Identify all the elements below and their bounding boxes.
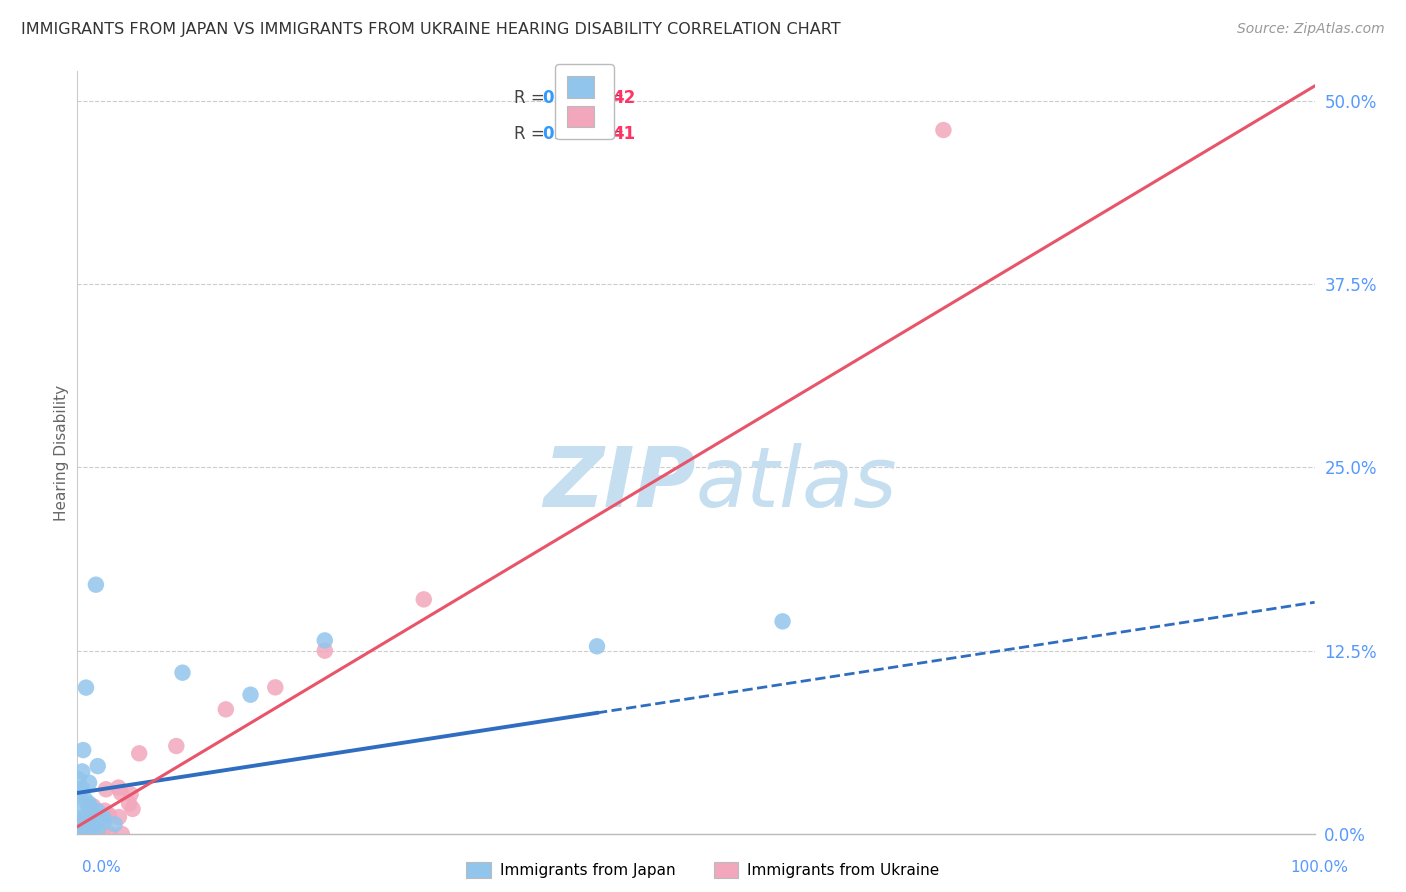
Point xyxy=(73,819,96,833)
Point xyxy=(72,823,94,838)
Point xyxy=(77,797,100,811)
Point xyxy=(70,818,93,832)
Point xyxy=(67,814,90,829)
Point xyxy=(79,822,101,837)
Point xyxy=(75,822,97,837)
Point xyxy=(97,808,120,822)
Point xyxy=(94,782,117,797)
Point xyxy=(75,681,97,695)
Point xyxy=(72,826,94,840)
Point xyxy=(80,810,103,824)
Point xyxy=(70,764,93,779)
Point xyxy=(111,827,134,841)
Point xyxy=(104,817,127,831)
Y-axis label: Hearing Disability: Hearing Disability xyxy=(53,384,69,521)
Point xyxy=(314,643,336,657)
Point xyxy=(77,800,100,814)
Text: ZIP: ZIP xyxy=(543,442,696,524)
Point xyxy=(772,615,794,629)
Point xyxy=(67,827,90,841)
Point xyxy=(70,820,93,834)
Point xyxy=(72,827,94,841)
Point xyxy=(75,814,97,828)
Point xyxy=(314,633,336,648)
Text: 100.0%: 100.0% xyxy=(1289,861,1348,875)
Point xyxy=(67,826,90,840)
Point xyxy=(87,804,110,818)
Point xyxy=(165,739,187,753)
Point xyxy=(67,772,90,786)
Point xyxy=(69,817,91,831)
Point xyxy=(80,825,103,839)
Point xyxy=(82,802,104,816)
Point xyxy=(69,827,91,841)
Point xyxy=(172,665,194,680)
Text: N =: N = xyxy=(582,125,630,143)
Text: R =: R = xyxy=(515,89,550,107)
Point xyxy=(586,640,609,654)
Text: IMMIGRANTS FROM JAPAN VS IMMIGRANTS FROM UKRAINE HEARING DISABILITY CORRELATION : IMMIGRANTS FROM JAPAN VS IMMIGRANTS FROM… xyxy=(21,22,841,37)
Point xyxy=(84,817,107,831)
Legend: , : , xyxy=(555,64,614,139)
Point xyxy=(66,818,89,832)
Point xyxy=(76,827,98,841)
Text: 41: 41 xyxy=(612,125,636,143)
Point xyxy=(72,825,94,839)
Point xyxy=(84,814,107,829)
Point xyxy=(70,781,93,796)
Text: 0.927: 0.927 xyxy=(543,125,595,143)
Point xyxy=(67,811,90,825)
Text: 42: 42 xyxy=(612,89,636,107)
Text: 0.411: 0.411 xyxy=(543,89,595,107)
Point xyxy=(84,577,107,591)
Point xyxy=(84,826,107,840)
Point xyxy=(93,804,115,818)
Point xyxy=(110,786,132,800)
Point xyxy=(239,688,262,702)
Point xyxy=(73,827,96,841)
Point xyxy=(72,743,94,757)
Point xyxy=(77,775,100,789)
Point xyxy=(91,824,114,838)
Point xyxy=(89,810,111,824)
Point xyxy=(118,797,141,811)
Point xyxy=(264,681,287,695)
Point xyxy=(76,797,98,812)
Point xyxy=(932,123,955,137)
Point xyxy=(128,747,150,761)
Point xyxy=(121,802,143,816)
Point xyxy=(67,816,90,830)
Point xyxy=(80,827,103,841)
Point xyxy=(91,810,114,824)
Text: Source: ZipAtlas.com: Source: ZipAtlas.com xyxy=(1237,22,1385,37)
Point xyxy=(66,827,89,841)
Point xyxy=(107,780,129,795)
Text: R =: R = xyxy=(515,125,550,143)
Point xyxy=(93,814,115,829)
Point xyxy=(75,819,97,833)
Point xyxy=(72,814,94,829)
Point xyxy=(73,823,96,838)
Point xyxy=(69,784,91,798)
Legend: Immigrants from Japan, Immigrants from Ukraine: Immigrants from Japan, Immigrants from U… xyxy=(460,856,946,884)
Point xyxy=(120,787,142,801)
Point xyxy=(98,827,121,841)
Text: atlas: atlas xyxy=(696,442,897,524)
Point xyxy=(83,827,105,841)
Text: N =: N = xyxy=(582,89,630,107)
Point xyxy=(82,799,104,814)
Text: 0.0%: 0.0% xyxy=(82,861,121,875)
Point xyxy=(67,827,90,841)
Point xyxy=(70,826,93,840)
Point xyxy=(67,818,90,832)
Point xyxy=(108,810,131,824)
Point xyxy=(215,702,238,716)
Point xyxy=(82,806,104,821)
Point xyxy=(87,822,110,836)
Point xyxy=(73,792,96,806)
Point xyxy=(69,799,91,814)
Point xyxy=(412,592,434,607)
Point xyxy=(79,822,101,836)
Point xyxy=(87,759,110,773)
